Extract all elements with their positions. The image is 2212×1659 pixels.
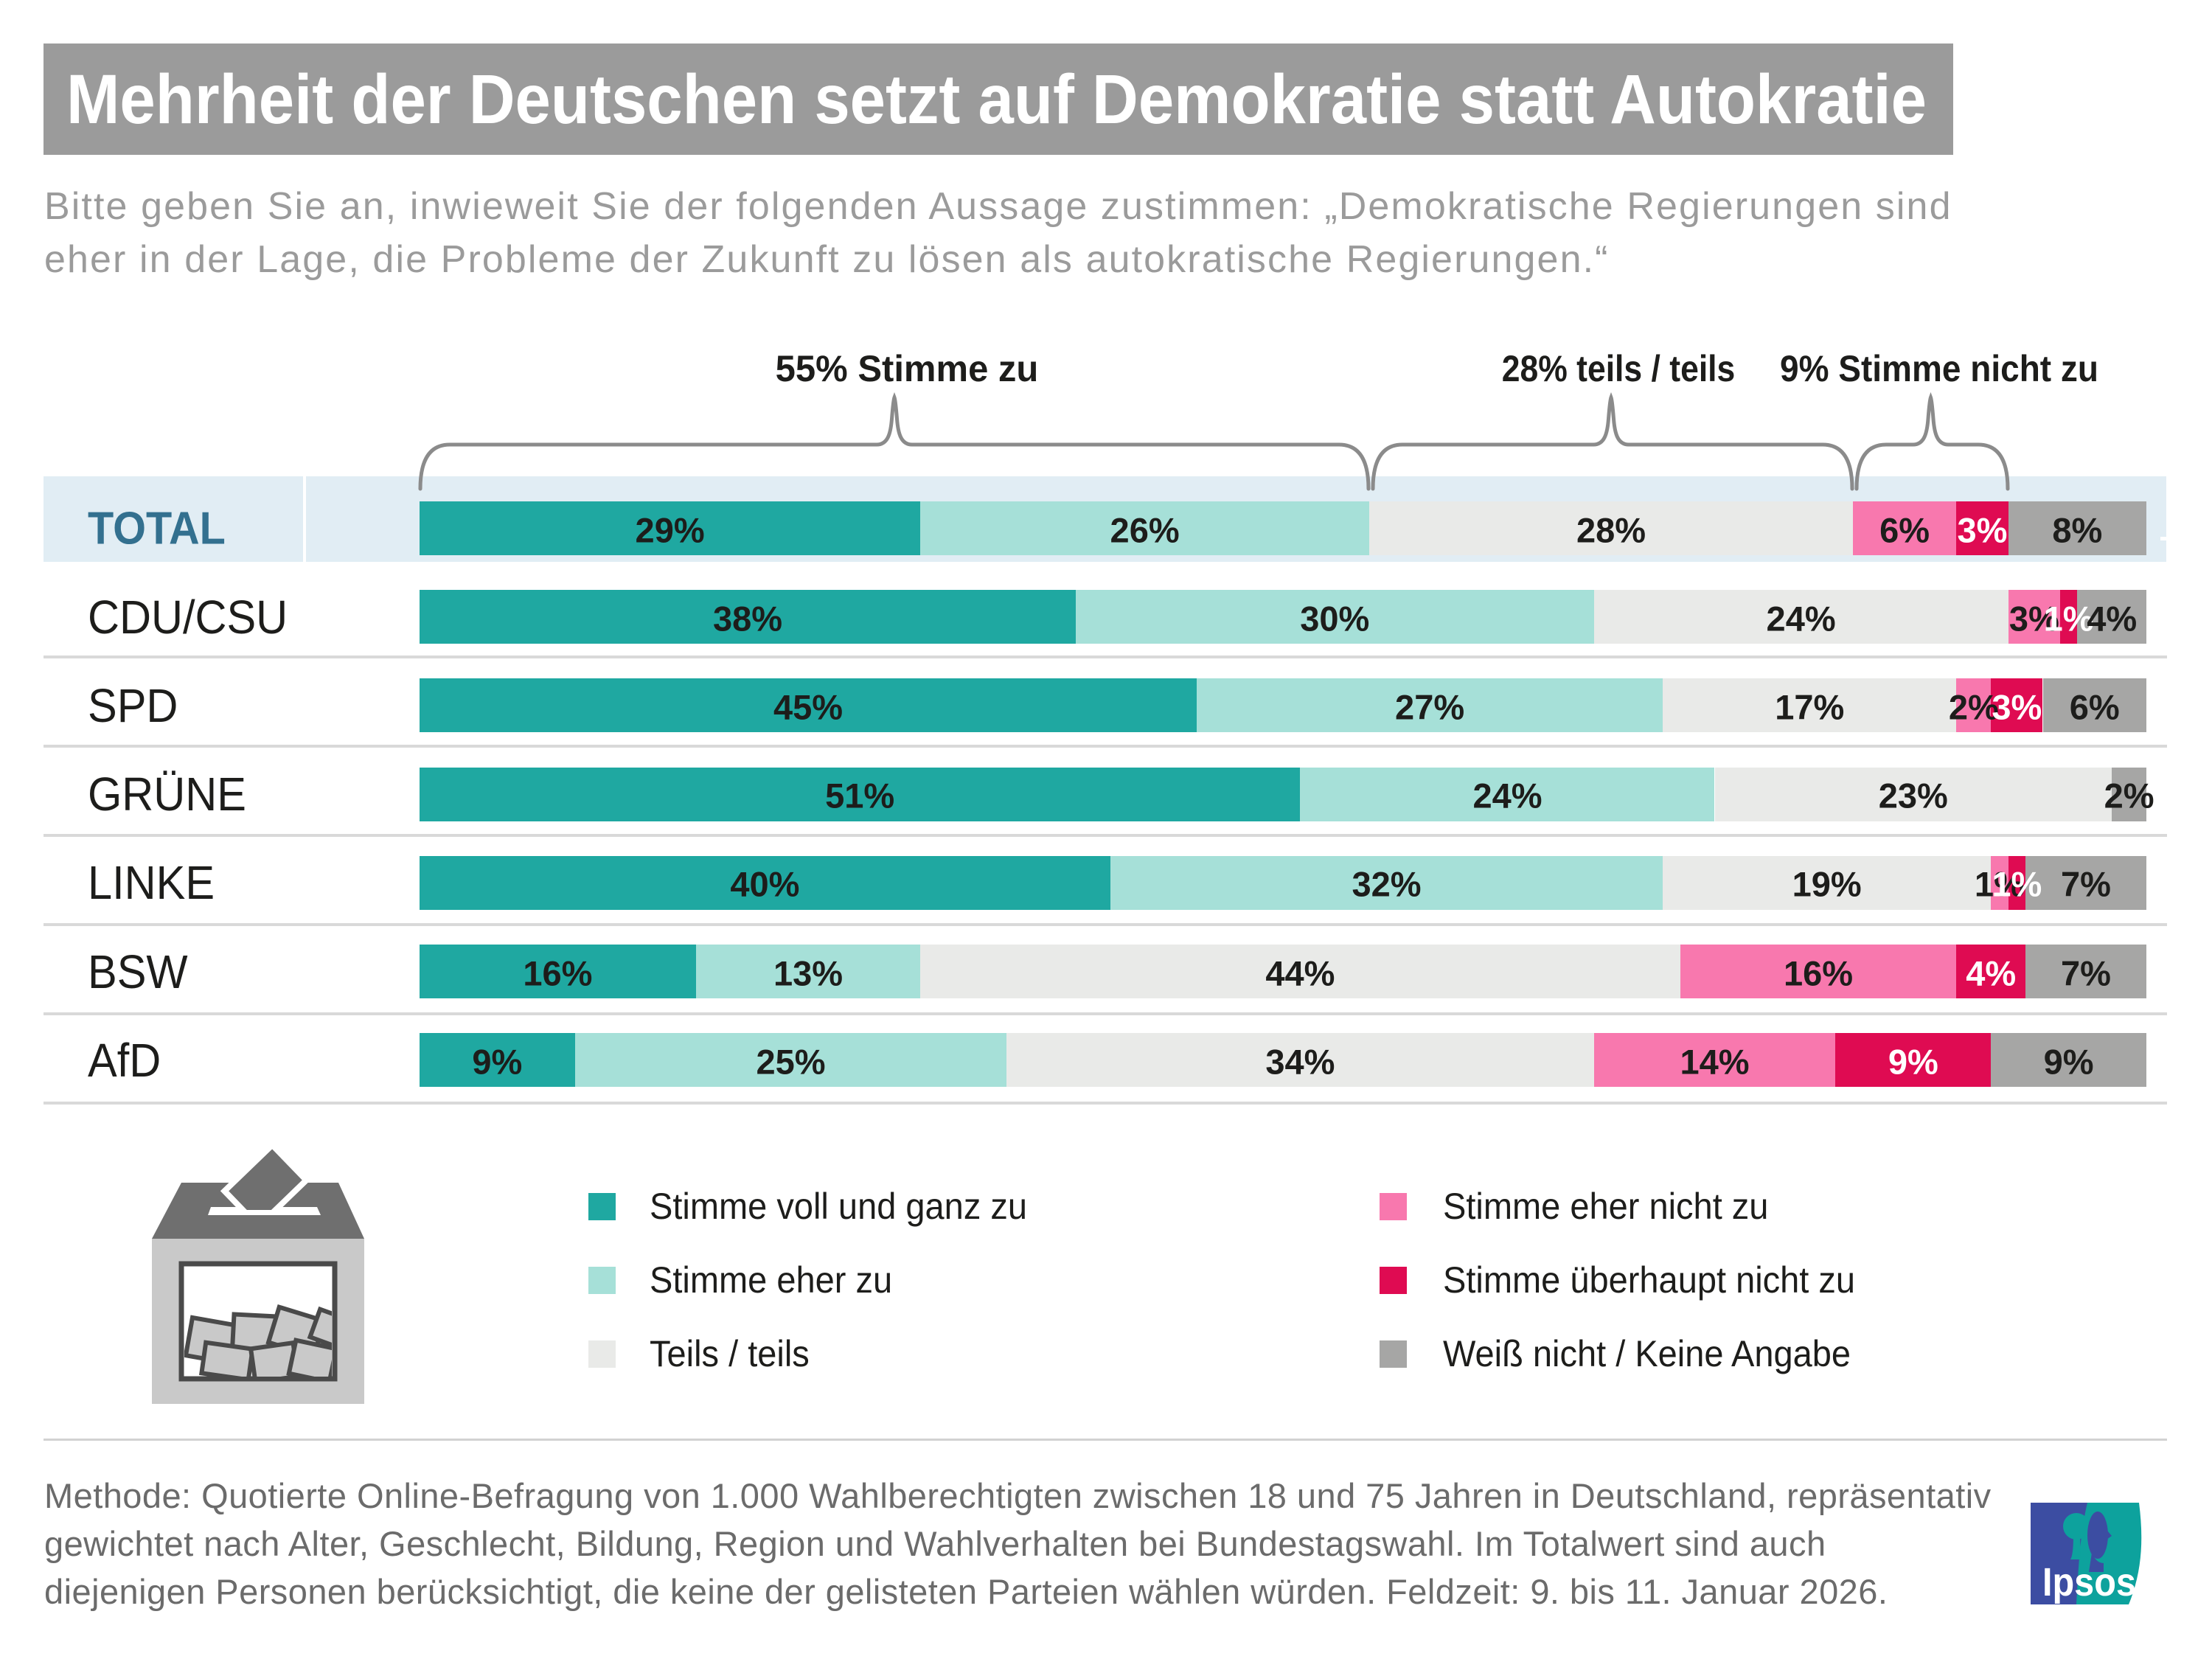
svg-text:Ipsos: Ipsos — [2042, 1559, 2136, 1604]
